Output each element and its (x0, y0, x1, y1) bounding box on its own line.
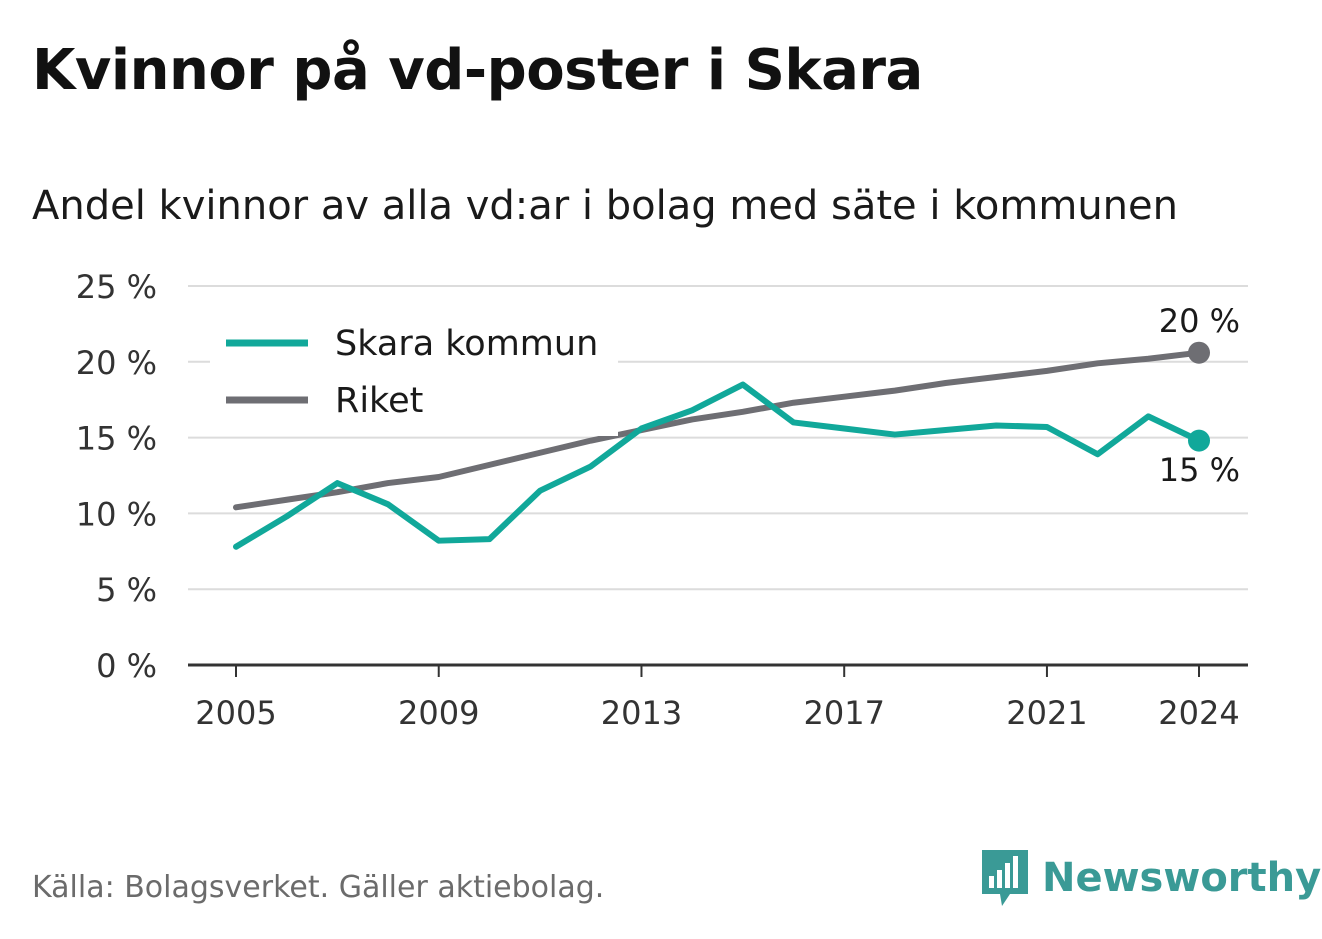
y-tick-label: 15 % (76, 420, 157, 458)
y-axis-ticks: 0 % 5 % 10 % 15 % 20 % 25 % (76, 268, 157, 685)
series-end-point (1188, 341, 1210, 364)
chart-subtitle: Andel kvinnor av alla vd:ar i bolag med … (32, 183, 1178, 229)
legend-label: Skara kommun (335, 324, 598, 364)
y-tick-label: 5 % (96, 571, 157, 609)
x-tick-label: 2017 (803, 694, 884, 732)
y-tick-label: 0 % (96, 647, 157, 685)
x-tick-label: 2024 (1158, 694, 1239, 732)
x-tick-label: 2009 (398, 694, 479, 732)
legend-background (210, 320, 618, 436)
x-axis: 2005 2009 2013 2017 2021 2024 (188, 663, 1248, 732)
y-tick-label: 20 % (76, 344, 157, 382)
brand-logo: Newsworthy (980, 848, 1321, 908)
x-tick-label: 2005 (195, 694, 276, 732)
y-tick-label: 25 % (76, 268, 157, 306)
chart-title: Kvinnor på vd-poster i Skara (32, 38, 923, 103)
bar-chart-speech-bubble-icon (982, 850, 1028, 906)
source-note: Källa: Bolagsverket. Gäller aktiebolag. (32, 870, 605, 905)
legend: Skara kommun Riket (210, 320, 618, 436)
y-tick-label: 10 % (76, 495, 157, 533)
series-end-point (1188, 429, 1210, 452)
x-tick-label: 2013 (601, 694, 682, 732)
end-labels: 20 % 15 % (1159, 302, 1240, 489)
brand-name: Newsworthy (1042, 855, 1322, 901)
series-line (233, 349, 1202, 511)
series-line (233, 381, 1202, 550)
x-tick-label: 2021 (1006, 694, 1087, 732)
legend-label: Riket (335, 381, 423, 421)
end-label-riket: 20 % (1159, 302, 1240, 340)
end-label-skara: 15 % (1159, 451, 1240, 489)
series-lines (233, 341, 1210, 550)
line-chart: 0 %5 %10 %15 %20 %25 % 2005 2009 2013 2017 2… (76, 268, 1248, 732)
